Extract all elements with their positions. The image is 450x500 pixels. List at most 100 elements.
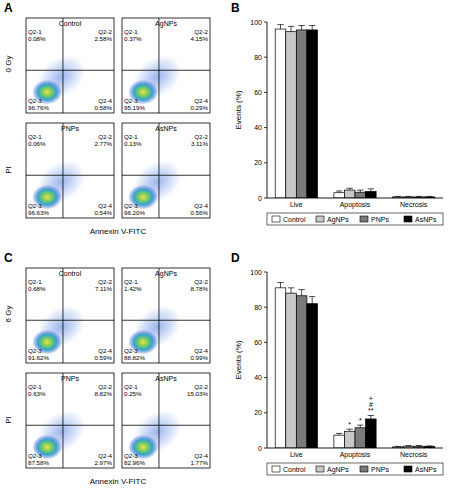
quadrant-name: Q2-4 bbox=[98, 97, 112, 104]
quadrant-value: 0.68% bbox=[28, 285, 46, 292]
quadrant-name: Q2-2 bbox=[98, 133, 112, 140]
flow-plot: PNPsQ2-10.06%Q2-22.77%Q2-396.63%Q2-40.54… bbox=[26, 123, 114, 218]
quadrant-value: 1.42% bbox=[124, 285, 142, 292]
quadrant-value: 4.15% bbox=[190, 35, 208, 42]
significance-mark: * bbox=[348, 421, 351, 428]
legend-label: Control bbox=[283, 216, 306, 223]
bar bbox=[275, 288, 286, 448]
y-tick-label: 60 bbox=[254, 89, 262, 96]
y-axis-label: Events (%) bbox=[234, 340, 243, 379]
quadrant-value: 0.54% bbox=[94, 209, 112, 216]
gate-line bbox=[122, 425, 210, 426]
significance-mark: * bbox=[359, 417, 362, 424]
legend-box bbox=[267, 213, 443, 225]
flow-plot: PNPsQ2-10.63%Q2-28.82%Q2-387.58%Q2-42.97… bbox=[26, 373, 114, 468]
error-bar bbox=[405, 196, 411, 198]
legend-label: AgNPs bbox=[327, 216, 349, 224]
quadrant-value: 1.77% bbox=[190, 459, 208, 466]
gate-line bbox=[122, 70, 210, 71]
y-tick-label: 20 bbox=[254, 159, 262, 166]
flow-plot: AsNPsQ2-10.25%Q2-215.03%Q2-382.96%Q2-41.… bbox=[122, 373, 210, 468]
gate-line bbox=[62, 123, 63, 218]
legend-label: AgNPs bbox=[327, 466, 349, 474]
quadrant-name: Q2-4 bbox=[98, 202, 112, 209]
quadrant-value: 96.63% bbox=[28, 209, 49, 216]
plot-title: PNPs bbox=[61, 125, 79, 132]
x-axis bbox=[267, 448, 443, 449]
plot-title: AsNPs bbox=[155, 125, 177, 132]
quadrant-name: Q2-4 bbox=[194, 452, 208, 459]
density-haze bbox=[125, 46, 190, 107]
error-bar bbox=[395, 446, 401, 448]
bar bbox=[334, 193, 345, 198]
quadrant-value: 0.37% bbox=[124, 35, 142, 42]
gate-line bbox=[158, 373, 159, 468]
quadrant-name: Q2-3 bbox=[124, 202, 138, 209]
gate-line bbox=[158, 18, 159, 113]
x-tick-label: Live bbox=[290, 201, 303, 208]
quadrant-value: 3.11% bbox=[191, 140, 209, 147]
quadrant-value: 96.20% bbox=[124, 209, 145, 216]
legend-label: Control bbox=[283, 466, 306, 473]
legend-label: AsNPs bbox=[415, 466, 437, 473]
gate-line bbox=[158, 268, 159, 363]
quadrant-name: Q2-3 bbox=[124, 97, 138, 104]
error-bar bbox=[277, 25, 283, 29]
bar bbox=[344, 190, 355, 198]
density-haze bbox=[125, 151, 190, 212]
gate-line bbox=[62, 18, 63, 113]
figure: A0 GyPIAnnexin V-FITCControlQ2-10.08%Q2-… bbox=[0, 0, 450, 500]
flow-plot: AsNPsQ2-10.13%Q2-23.11%Q2-396.20%Q2-40.5… bbox=[122, 123, 210, 218]
legend-label: PNPs bbox=[371, 216, 389, 223]
x-axis bbox=[267, 198, 443, 199]
y-tick-label: 100 bbox=[250, 269, 262, 276]
error-bar bbox=[336, 191, 342, 193]
error-bar bbox=[309, 26, 315, 30]
quadrant-value: 88.82% bbox=[124, 354, 145, 361]
gate-line bbox=[62, 268, 63, 363]
density-haze bbox=[125, 401, 190, 462]
quadrant-value: 91.62% bbox=[28, 354, 49, 361]
error-bar bbox=[416, 445, 422, 447]
density-haze bbox=[125, 296, 190, 357]
bar bbox=[334, 435, 345, 448]
plot-frame bbox=[122, 123, 210, 218]
quadrant-value: 15.03% bbox=[187, 390, 208, 397]
y-axis-label: Events (%) bbox=[234, 90, 243, 129]
plot-title: AsNPs bbox=[155, 375, 177, 382]
quadrant-name: Q2-2 bbox=[194, 278, 208, 285]
bar bbox=[366, 419, 377, 448]
error-bar bbox=[357, 425, 363, 428]
quadrant-name: Q2-3 bbox=[28, 97, 42, 104]
flow-plot: ControlQ2-10.68%Q2-27.11%Q2-391.62%Q2-40… bbox=[26, 268, 114, 363]
legend-swatch bbox=[404, 216, 412, 222]
gate-line bbox=[26, 175, 114, 176]
flow-plot: AgNPsQ2-11.42%Q2-28.78%Q2-388.82%Q2-40.9… bbox=[122, 268, 210, 363]
legend-swatch bbox=[272, 216, 280, 222]
x-tick-label: Apoptosis bbox=[340, 201, 371, 209]
quadrant-name: Q2-1 bbox=[28, 383, 42, 390]
flow-plot: ControlQ2-10.08%Q2-22.58%Q2-396.76%Q2-40… bbox=[26, 18, 114, 113]
quadrant-value: 8.82% bbox=[94, 390, 112, 397]
significance-mark: + bbox=[369, 395, 373, 402]
density-haze bbox=[29, 151, 94, 212]
quadrant-name: Q2-2 bbox=[98, 278, 112, 285]
y-tick-label: 0 bbox=[258, 195, 262, 202]
quadrant-value: 0.99% bbox=[190, 354, 208, 361]
x-axis-label: Annexin V-FITC bbox=[90, 227, 147, 236]
bar bbox=[296, 30, 307, 198]
panel-label: D bbox=[231, 251, 240, 265]
legend-swatch bbox=[360, 466, 368, 472]
quadrant-value: 7.11% bbox=[95, 285, 113, 292]
legend-swatch bbox=[272, 466, 280, 472]
quadrant-value: 96.76% bbox=[28, 104, 49, 111]
plot-title: Control bbox=[59, 20, 82, 27]
legend-swatch bbox=[360, 216, 368, 222]
quadrant-value: 0.63% bbox=[28, 390, 46, 397]
error-bar bbox=[368, 189, 374, 192]
bar bbox=[286, 32, 297, 198]
error-bar bbox=[347, 429, 353, 431]
quadrant-name: Q2-1 bbox=[28, 28, 42, 35]
quadrant-name: Q2-1 bbox=[28, 278, 42, 285]
plot-title: PNPs bbox=[61, 375, 79, 382]
